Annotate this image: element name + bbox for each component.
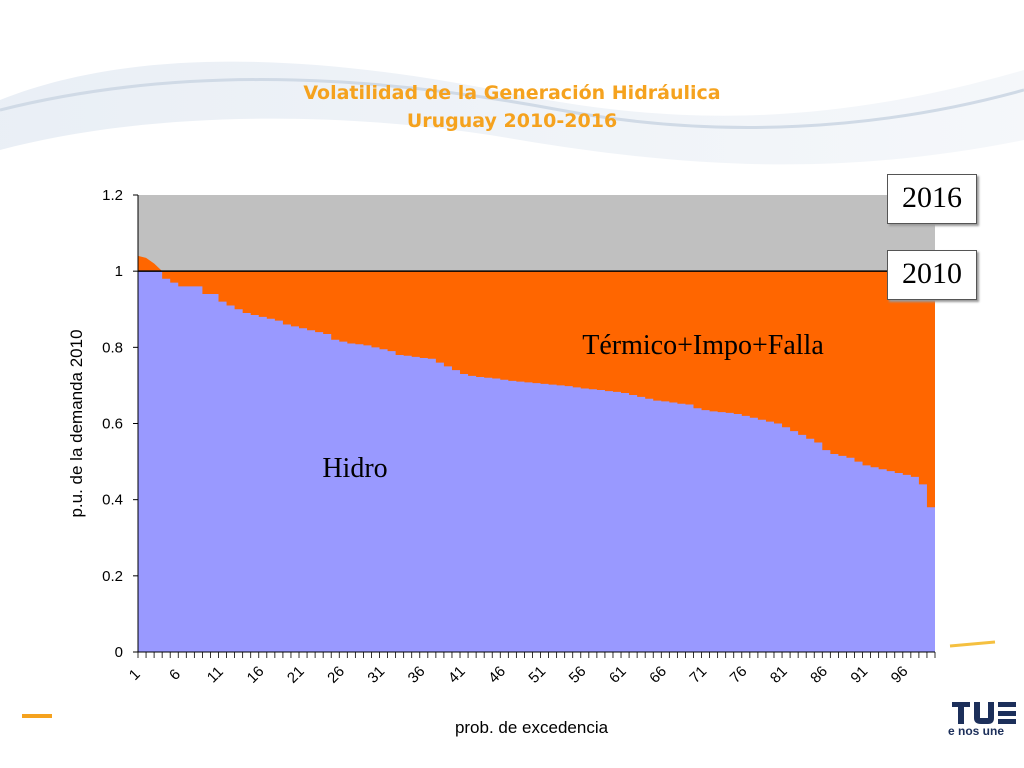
chart-title: Volatilidad de la Generación Hidráulica xyxy=(303,82,721,104)
y-tick-label: 0 xyxy=(115,644,123,661)
x-tick-label: 6 xyxy=(166,666,184,684)
area-2016 xyxy=(138,195,935,272)
x-tick-label: 96 xyxy=(888,663,912,687)
x-tick-label: 76 xyxy=(727,663,751,687)
x-tick-label: 31 xyxy=(364,663,388,687)
x-tick-label: 36 xyxy=(405,663,429,687)
x-tick-label: 26 xyxy=(324,663,348,687)
x-tick-label: 71 xyxy=(686,663,710,687)
annotation-hidro: Hidro xyxy=(322,453,387,484)
logo-text: e nos une xyxy=(948,724,1005,738)
y-tick-label: 0.8 xyxy=(102,339,123,356)
x-tick-label: 66 xyxy=(646,663,670,687)
y-tick-label: 0.4 xyxy=(102,492,123,509)
x-tick-label: 51 xyxy=(525,663,549,687)
year-2010-label: 2010 xyxy=(887,250,977,300)
year-2016-label: 2016 xyxy=(887,174,977,224)
area-hidro xyxy=(138,271,935,652)
y-tick-label: 1.2 xyxy=(102,187,123,204)
x-tick-label: 21 xyxy=(284,663,308,687)
x-tick-label: 61 xyxy=(606,663,630,687)
chart-subtitle: Uruguay 2010-2016 xyxy=(406,110,618,132)
y-tick-label: 1 xyxy=(115,263,123,280)
annotation-termico: Térmico+Impo+Falla xyxy=(582,330,824,361)
x-tick-label: 1 xyxy=(126,666,144,684)
y-tick-label: 0.2 xyxy=(102,568,123,585)
x-tick-label: 86 xyxy=(807,663,831,687)
y-tick-label: 0.6 xyxy=(102,416,123,433)
x-tick-label: 46 xyxy=(485,663,509,687)
x-tick-label: 81 xyxy=(767,663,791,687)
x-tick-label: 11 xyxy=(204,663,227,686)
ute-logo-icon xyxy=(952,702,1016,724)
y-axis-label: p.u. de la demanda 2010 xyxy=(67,329,86,517)
x-tick-label: 56 xyxy=(566,663,590,687)
x-tick-label: 41 xyxy=(445,663,469,687)
x-tick-label: 91 xyxy=(847,663,871,687)
x-tick-label: 16 xyxy=(244,663,268,687)
x-axis-label: prob. de excedencia xyxy=(455,718,609,737)
